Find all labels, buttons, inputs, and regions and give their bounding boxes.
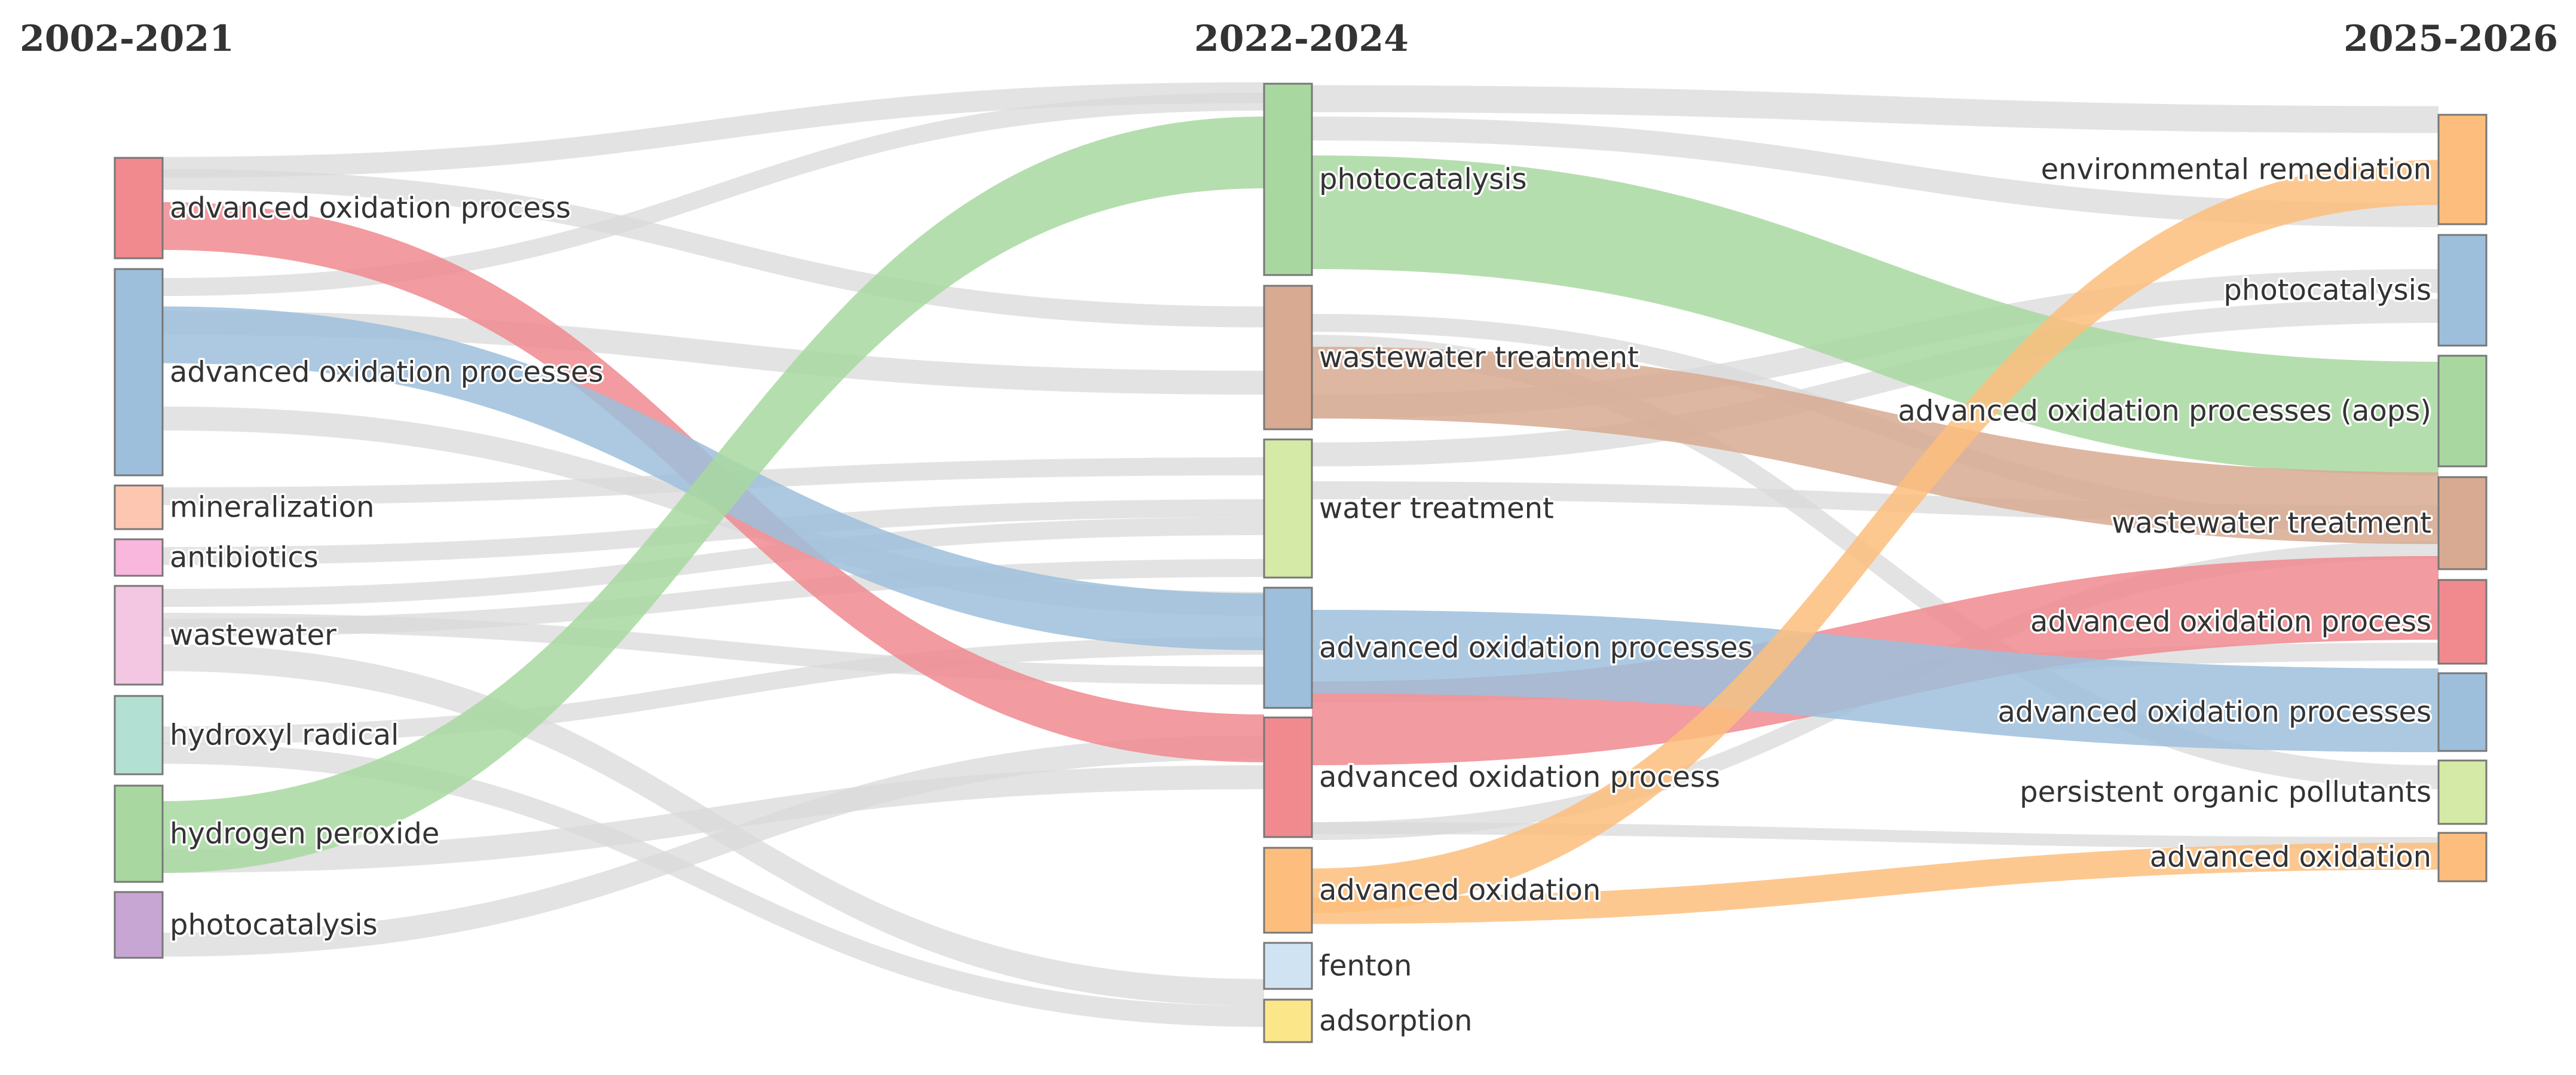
sankey-node[interactable] (1263, 285, 1313, 430)
flow-link-gray[interactable] (163, 765, 1264, 873)
sankey-node[interactable] (2437, 759, 2488, 825)
sankey-node[interactable] (2437, 476, 2488, 570)
node-label: advanced oxidation processes (aops) (1898, 395, 2431, 428)
node-label: wastewater treatment (1319, 341, 1639, 374)
sankey-node[interactable] (1263, 942, 1313, 990)
sankey-node[interactable] (114, 585, 164, 686)
flow-link-gray[interactable] (1312, 299, 2439, 466)
node-label: persistent organic pollutants (2020, 775, 2431, 809)
flow-link-gray[interactable] (1312, 117, 2439, 227)
sankey-node[interactable] (114, 538, 164, 577)
node-label: advanced oxidation process (170, 191, 571, 225)
node-label: advanced oxidation (1319, 874, 1601, 907)
node-label: environmental remediation (2041, 153, 2431, 187)
flow-link-gray[interactable] (163, 169, 1264, 328)
node-label: hydrogen peroxide (170, 817, 439, 851)
sankey-node[interactable] (1263, 847, 1313, 934)
node-label: advanced oxidation process (1319, 761, 1720, 794)
node-label: wastewater treatment (2112, 506, 2431, 540)
flow-link-gray[interactable] (163, 517, 1264, 607)
sankey-node[interactable] (114, 268, 164, 477)
node-label: photocatalysis (2223, 274, 2431, 307)
period-title-2002-2021: 2002-2021 (20, 18, 234, 60)
flow-link-gray[interactable] (163, 82, 1264, 178)
sankey-node[interactable] (114, 784, 164, 883)
flow-link-gray[interactable] (1312, 335, 2439, 789)
node-label: mineralization (170, 491, 374, 524)
node-label: advanced oxidation processes (1319, 631, 1752, 665)
flow-link-gray[interactable] (1312, 85, 2439, 133)
highlight-links (163, 117, 2439, 924)
node-label: photocatalysis (170, 908, 378, 942)
sankey-node[interactable] (1263, 587, 1313, 709)
flow-link-gray[interactable] (163, 735, 1264, 957)
sankey-node[interactable] (2437, 114, 2488, 225)
flow-link-gray[interactable] (163, 743, 1264, 1027)
node-label: hydroxyl radical (170, 719, 399, 752)
flow-link-gray[interactable] (163, 499, 1264, 565)
node-label: wastewater (170, 619, 336, 652)
flow-link-highlighted[interactable] (1312, 155, 2439, 475)
flow-link-highlighted[interactable] (1312, 347, 2439, 544)
node-label: water treatment (1319, 492, 1554, 526)
node-label: fenton (1319, 949, 1412, 983)
sankey-node[interactable] (2437, 355, 2488, 468)
sankey-node[interactable] (1263, 998, 1313, 1043)
nodes (114, 83, 2488, 1043)
node-label: advanced oxidation process (2030, 605, 2431, 639)
sankey-node[interactable] (1263, 83, 1313, 276)
flow-link-gray[interactable] (163, 311, 1264, 395)
sankey-node[interactable] (1263, 716, 1313, 838)
node-label: photocatalysis (1319, 163, 1527, 196)
period-title-2025-2026: 2025-2026 (2344, 18, 2558, 60)
flow-link-gray[interactable] (163, 93, 1264, 296)
sankey-node[interactable] (114, 157, 164, 259)
sankey-node[interactable] (114, 484, 164, 530)
sankey-node[interactable] (2437, 234, 2488, 347)
sankey-node[interactable] (2437, 579, 2488, 665)
sankey-node[interactable] (2437, 832, 2488, 882)
flow-link-highlighted[interactable] (1312, 160, 2439, 914)
sankey-node[interactable] (114, 695, 164, 775)
node-label: adsorption (1319, 1004, 1472, 1038)
sankey-node[interactable] (2437, 672, 2488, 752)
node-label: advanced oxidation processes (170, 356, 603, 389)
flow-link-highlighted[interactable] (1312, 842, 2439, 924)
sankey-node[interactable] (1263, 438, 1313, 579)
flow-link-highlighted[interactable] (163, 117, 1264, 873)
sankey-node[interactable] (114, 891, 164, 959)
period-title-2022-2024: 2022-2024 (1194, 18, 1409, 60)
node-label: advanced oxidation (2150, 841, 2431, 874)
node-labels: advanced oxidation process advanced oxida… (168, 151, 2434, 1040)
node-label: antibiotics (170, 541, 319, 575)
node-label: advanced oxidation processes (1998, 695, 2431, 729)
flow-link-highlighted[interactable] (1312, 610, 2439, 752)
